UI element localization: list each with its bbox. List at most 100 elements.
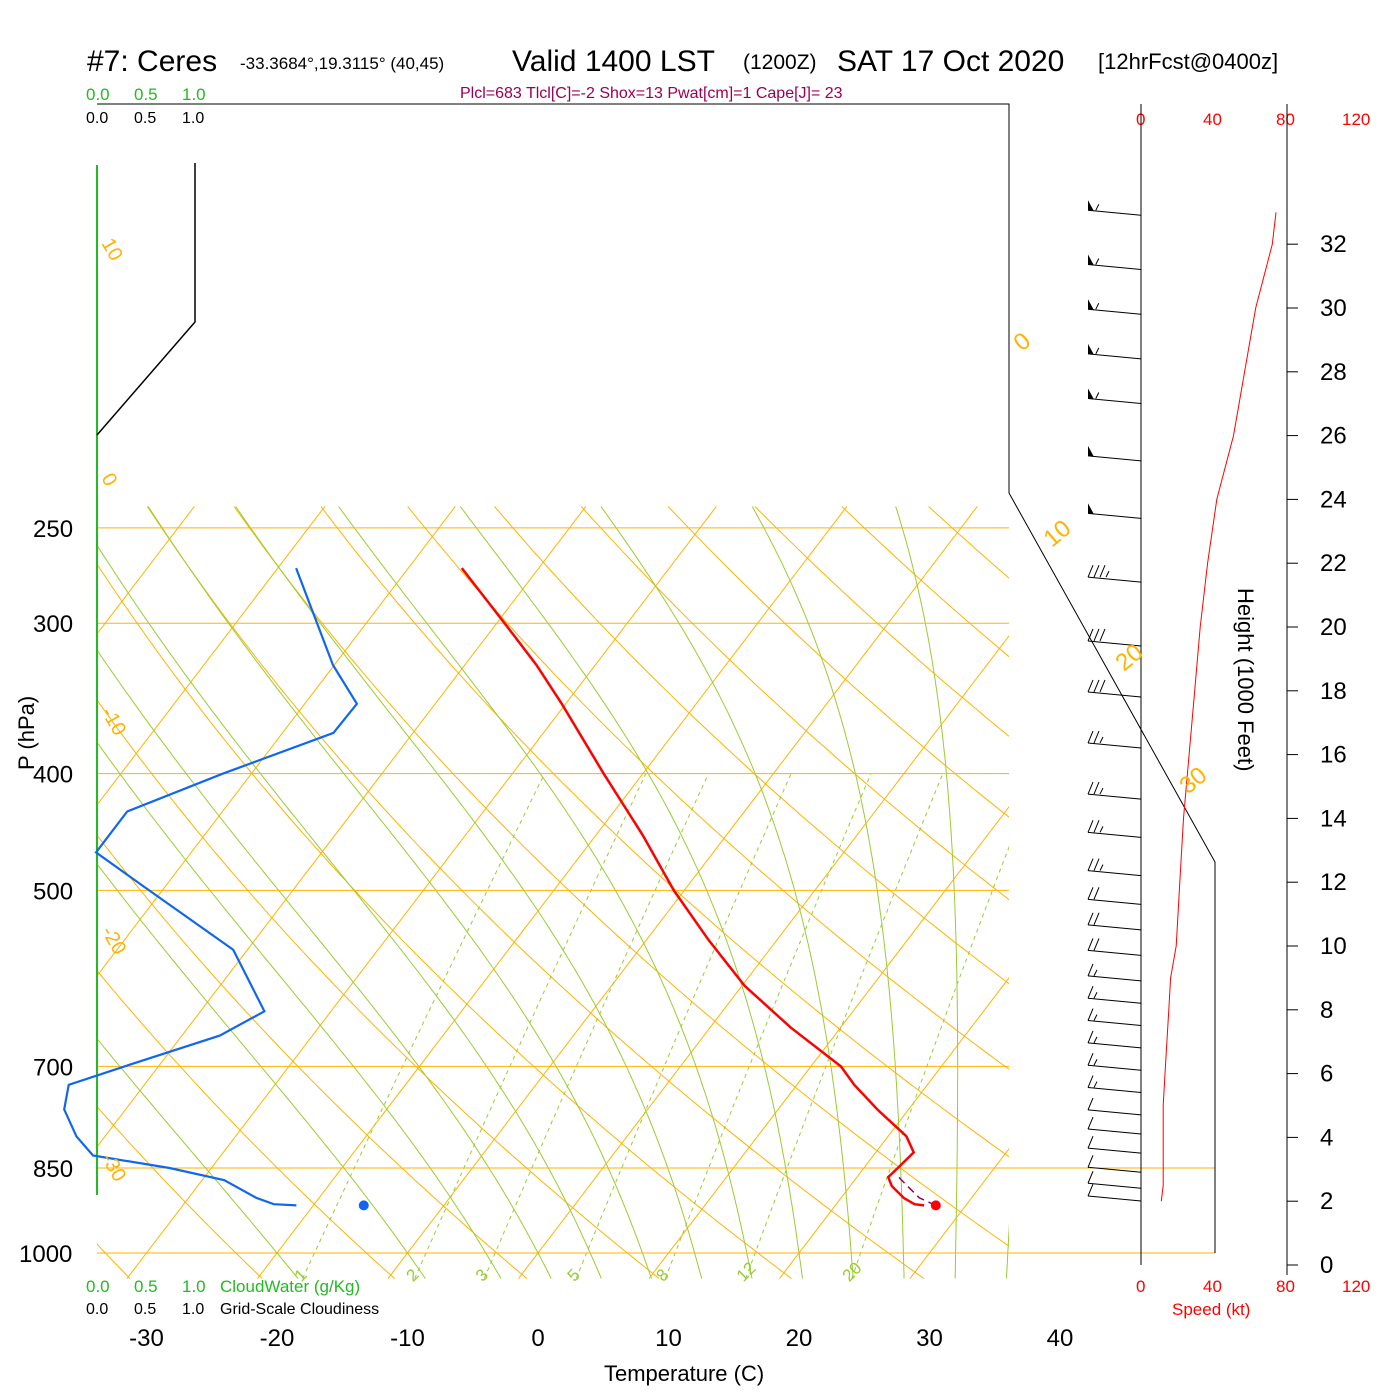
wind-barb-full bbox=[1087, 887, 1094, 900]
wind-barb bbox=[1087, 781, 1142, 800]
wind-barb-staff bbox=[1087, 691, 1142, 698]
moist-adiabat-line bbox=[1006, 1223, 1009, 1279]
wind-barb-flag bbox=[1088, 388, 1094, 400]
wind-barb-staff bbox=[1087, 512, 1142, 519]
moist-adiabat-line bbox=[459, 506, 803, 1279]
valid-time: Valid 1400 LST bbox=[512, 45, 715, 78]
wind-barb bbox=[1087, 679, 1142, 698]
isotherm-line bbox=[909, 1148, 1009, 1279]
speed-bottom-tick-3: 120 bbox=[1342, 1277, 1370, 1296]
mixing-ratio-line bbox=[414, 773, 647, 1279]
moist-adiabat-line bbox=[97, 863, 426, 1279]
wind-barb-staff bbox=[1087, 1147, 1142, 1154]
wind-barb-staff bbox=[1087, 831, 1142, 838]
wind-barb-staff bbox=[1087, 209, 1142, 216]
isotherm-label-left: -20 bbox=[97, 923, 131, 959]
wind-barb-staff bbox=[1087, 1166, 1142, 1173]
wind-barb-full bbox=[1087, 564, 1094, 578]
plot-frame-right bbox=[97, 103, 1216, 1253]
height-tick-label: 14 bbox=[1320, 805, 1347, 832]
wind-barb-staff bbox=[1087, 949, 1142, 956]
wind-barb bbox=[1087, 1030, 1142, 1049]
speed-top-tick-3: 120 bbox=[1342, 110, 1370, 129]
wind-barb bbox=[1087, 1171, 1142, 1189]
wind-barb bbox=[1087, 388, 1142, 405]
mixing-ratio-line bbox=[483, 773, 709, 1279]
temperature-tick-label: 30 bbox=[916, 1325, 943, 1352]
wind-barb-full bbox=[1093, 730, 1100, 744]
wind-barb-staff bbox=[1087, 1064, 1142, 1071]
dry-adiabat-line bbox=[494, 506, 1009, 985]
isotherm-label-left: 10 bbox=[97, 235, 127, 265]
dry-adiabat-line bbox=[97, 1105, 263, 1279]
stability-params: Plcl=683 Tlcl[C]=-2 Shox=13 Pwat[cm]=1 C… bbox=[460, 85, 843, 102]
dry-adiabat-line bbox=[97, 699, 660, 1279]
wind-barb-full bbox=[1093, 628, 1100, 642]
wind-barb-full bbox=[1087, 1116, 1094, 1130]
mixing-ratio-label: 20 bbox=[839, 1258, 866, 1285]
wind-barb-staff bbox=[1087, 398, 1142, 405]
dry-adiabat-line bbox=[754, 506, 1009, 737]
moist-adiabat-line bbox=[97, 741, 502, 1279]
wind-barb-full bbox=[1093, 938, 1100, 951]
wind-barb-half bbox=[1093, 1036, 1098, 1044]
forecast-label: [12hrFcst@0400z] bbox=[1098, 49, 1278, 74]
height-tick-label: 20 bbox=[1320, 614, 1347, 641]
wind-barb-staff bbox=[1087, 793, 1142, 800]
pressure-axis-label: P (hPa) bbox=[14, 696, 39, 770]
isotherm-line bbox=[387, 506, 978, 1279]
wind-barb-full bbox=[1087, 1075, 1094, 1088]
pressure-tick-label: 500 bbox=[33, 878, 73, 905]
dry-adiabat-line bbox=[407, 506, 1009, 1070]
wind-barb-staff bbox=[1087, 353, 1142, 360]
parcel-path-line bbox=[898, 1176, 937, 1207]
wind-barb-staff bbox=[1087, 640, 1142, 647]
wind-barb bbox=[1087, 858, 1142, 877]
height-tick-label: 16 bbox=[1320, 742, 1347, 769]
pressure-tick-label: 400 bbox=[33, 762, 73, 789]
height-tick-label: 30 bbox=[1320, 295, 1347, 322]
temperature-tick-label: 10 bbox=[655, 1325, 682, 1352]
wind-barb bbox=[1087, 1135, 1142, 1154]
dry-adiabat-line bbox=[1189, 507, 1400, 1279]
temperature-tick-label: 40 bbox=[1047, 1325, 1074, 1352]
isotherm-line bbox=[97, 506, 587, 1148]
wind-barb-full bbox=[1087, 730, 1094, 744]
height-tick-label: 32 bbox=[1320, 231, 1347, 258]
mixing-ratio-line bbox=[664, 773, 872, 1279]
wind-barb-flag bbox=[1088, 200, 1094, 212]
wind-barb-flag bbox=[1088, 445, 1094, 457]
moist-adiabat-line bbox=[97, 1037, 299, 1279]
height-tick-label: 24 bbox=[1320, 486, 1347, 513]
wind-barb-full bbox=[1087, 1053, 1094, 1066]
height-tick-label: 0 bbox=[1320, 1252, 1333, 1279]
isotherm-line bbox=[1171, 506, 1400, 1278]
temperature-profile-line bbox=[460, 567, 925, 1207]
wind-barb bbox=[1087, 938, 1142, 956]
wind-barb bbox=[1087, 445, 1142, 462]
wind-barb bbox=[1087, 343, 1142, 360]
isotherm-label-right: 0 bbox=[1009, 327, 1037, 356]
height-tick-label: 6 bbox=[1320, 1061, 1333, 1088]
wind-barb-full bbox=[1087, 1155, 1094, 1168]
wind-barb-half bbox=[1093, 1058, 1098, 1066]
wind-barb-half bbox=[1099, 736, 1104, 744]
isotherm-line bbox=[648, 806, 1009, 1279]
wind-barb-full bbox=[1093, 820, 1100, 833]
wind-barb-full bbox=[1087, 1097, 1094, 1111]
zulu-time: (1200Z) bbox=[743, 51, 817, 74]
temperature-tick-label: -10 bbox=[390, 1325, 425, 1352]
wind-barb-full bbox=[1093, 564, 1100, 578]
wind-barb-half bbox=[1095, 392, 1100, 399]
wind-barb-half bbox=[1099, 787, 1104, 795]
moist-adiabat-line bbox=[895, 506, 959, 1279]
wind-barb-flag bbox=[1088, 503, 1094, 515]
moist-adiabat-line bbox=[147, 506, 652, 1279]
wind-barb-full bbox=[1099, 628, 1106, 642]
speed-scale-top: 0 40 80 120 bbox=[1136, 110, 1370, 129]
wind-barb-full bbox=[1087, 1171, 1094, 1184]
wind-barb-full bbox=[1087, 679, 1094, 693]
cloudwater-bottom-tick-2: 1.0 bbox=[182, 1277, 206, 1296]
wind-barb-flag bbox=[1088, 299, 1094, 311]
